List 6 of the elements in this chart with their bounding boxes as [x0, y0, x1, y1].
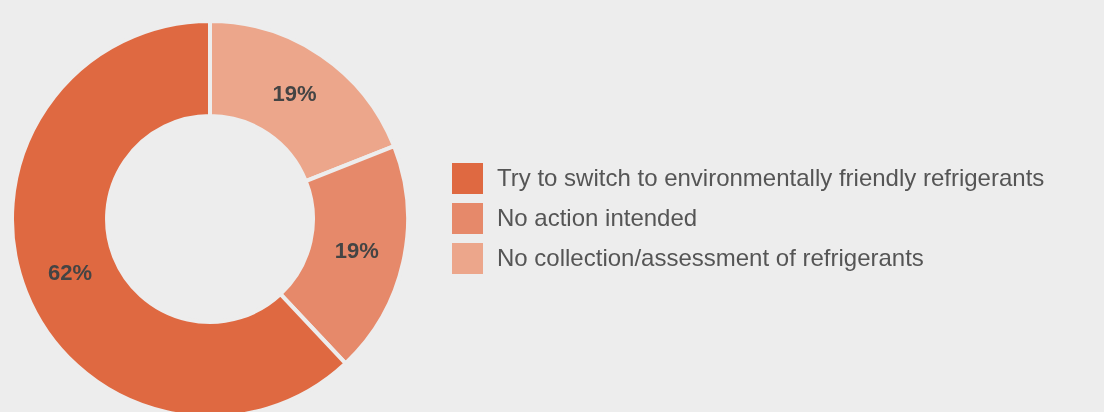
- data-label: 19%: [272, 80, 317, 106]
- data-label: 62%: [48, 260, 93, 286]
- legend-label: Try to switch to environmentally friendly refrigerants: [497, 164, 1045, 192]
- data-label: 19%: [334, 237, 379, 263]
- legend-label: No action intended: [497, 204, 698, 232]
- legend-label: No collection/assessment of refrigerants: [497, 244, 924, 272]
